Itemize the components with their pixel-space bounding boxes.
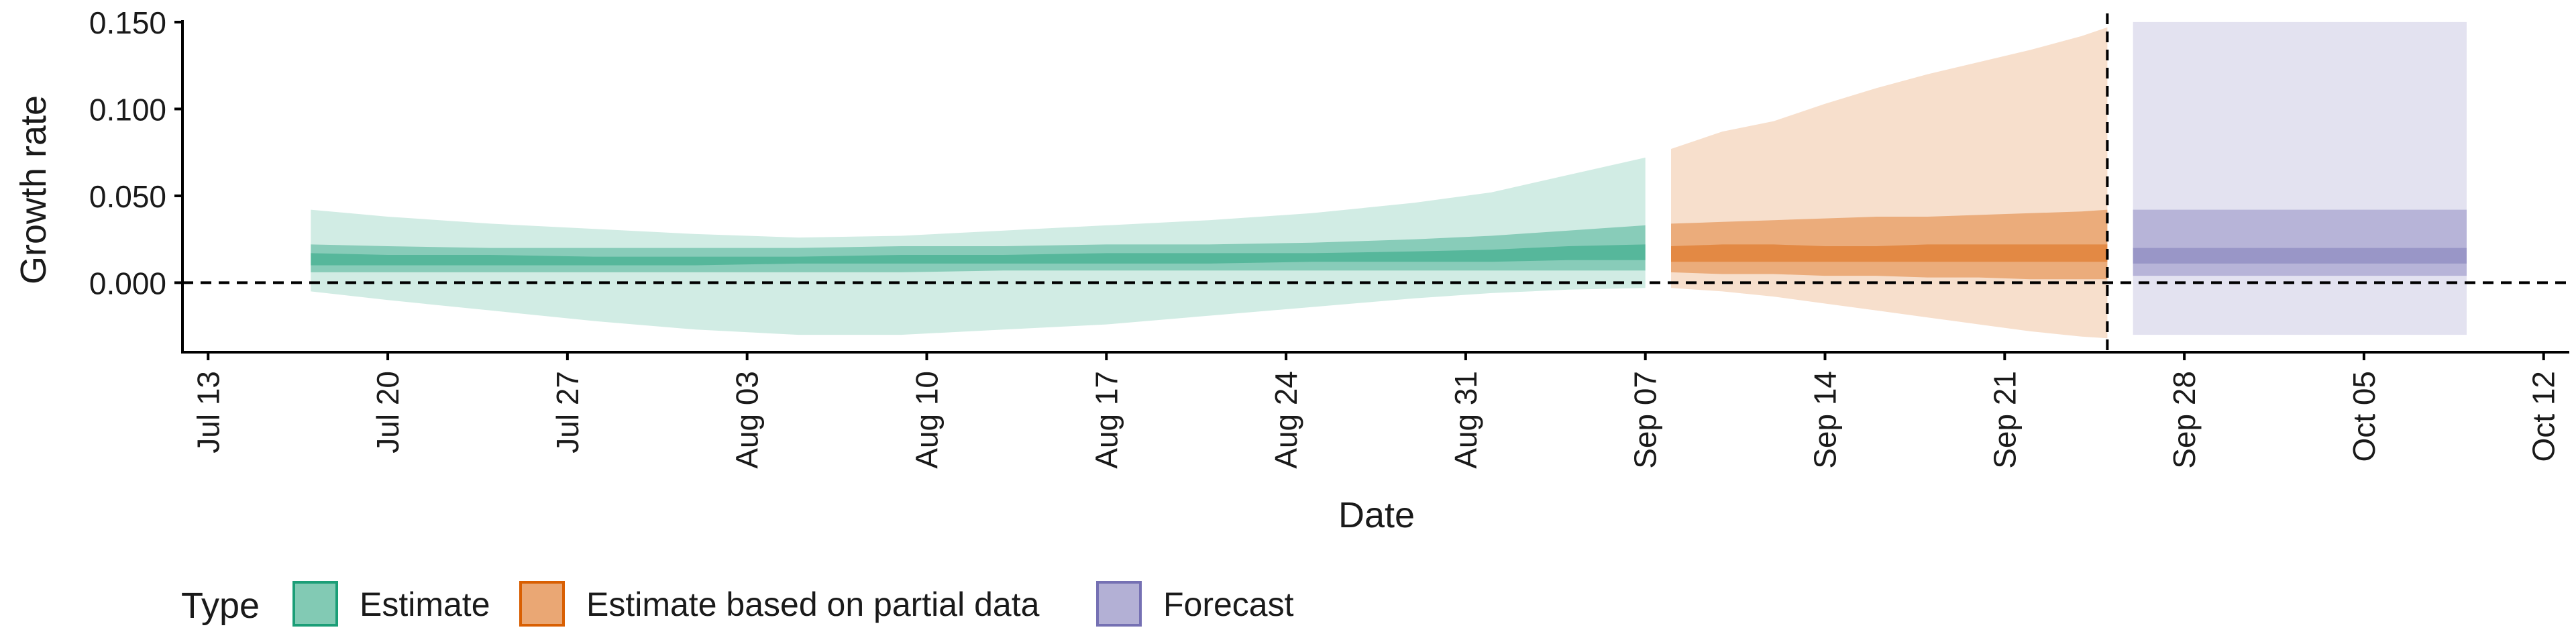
band-ci20-series-1 (1671, 244, 2108, 262)
x-tick-label: Aug 10 (909, 371, 944, 469)
band-ci50-series-1 (1671, 209, 2108, 280)
legend-label-2: Forecast (1163, 586, 1294, 623)
legend-title: Type (181, 586, 260, 626)
legend-key-0 (292, 581, 338, 627)
y-axis-title: Growth rate (13, 95, 54, 284)
band-ci90-series-2 (2133, 21, 2467, 335)
x-axis-title: Date (1338, 495, 1415, 535)
confidence-bands (311, 21, 2467, 339)
axes: 0.000 0.050 0.100 0.150 Jul 13 Jul 20 Jul 27 A… (89, 5, 2569, 469)
x-tick-label: Aug 24 (1269, 371, 1303, 469)
x-tick-label: Aug 03 (730, 371, 765, 469)
x-tick-label: Oct 12 (2526, 371, 2561, 462)
legend-label-0: Estimate (360, 586, 490, 623)
x-ticks: Jul 13 Jul 20 Jul 27 Aug 03 Aug 10 Aug 17 Aug … (191, 352, 2561, 469)
x-tick-label: Oct 05 (2347, 371, 2381, 462)
legend-key-1 (519, 581, 565, 627)
x-tick-label: Jul 27 (550, 371, 585, 453)
band-ci20-series-0 (311, 244, 1646, 266)
x-tick-label: Sep 14 (1808, 371, 1843, 469)
legend-label-1: Estimate based on partial data (586, 586, 1040, 623)
y-tick-label: 0.000 (89, 266, 166, 301)
y-tick-label: 0.050 (89, 179, 166, 214)
band-ci50-series-2 (2133, 209, 2467, 276)
x-tick-label: Jul 13 (191, 371, 225, 453)
y-tick-label: 0.100 (89, 92, 166, 127)
reference-lines (182, 13, 2569, 352)
x-tick-label: Sep 28 (2167, 371, 2202, 469)
band-ci20-series-2 (2133, 248, 2467, 264)
x-tick-label: Jul 20 (370, 371, 405, 453)
band-ci50-series-0 (311, 225, 1646, 272)
y-ticks: 0.000 0.050 0.100 0.150 (89, 5, 182, 301)
band-ci90-series-0 (311, 157, 1646, 335)
y-tick-label: 0.150 (89, 5, 166, 40)
band-ci90-series-1 (1671, 27, 2108, 339)
x-tick-label: Aug 17 (1089, 371, 1124, 469)
x-tick-label: Aug 31 (1448, 371, 1483, 469)
x-tick-label: Sep 21 (1987, 371, 2022, 469)
x-tick-label: Sep 07 (1628, 371, 1663, 469)
legend: Type Estimate Estimate based on partial d… (181, 581, 1294, 627)
legend-key-2 (1096, 581, 1142, 627)
